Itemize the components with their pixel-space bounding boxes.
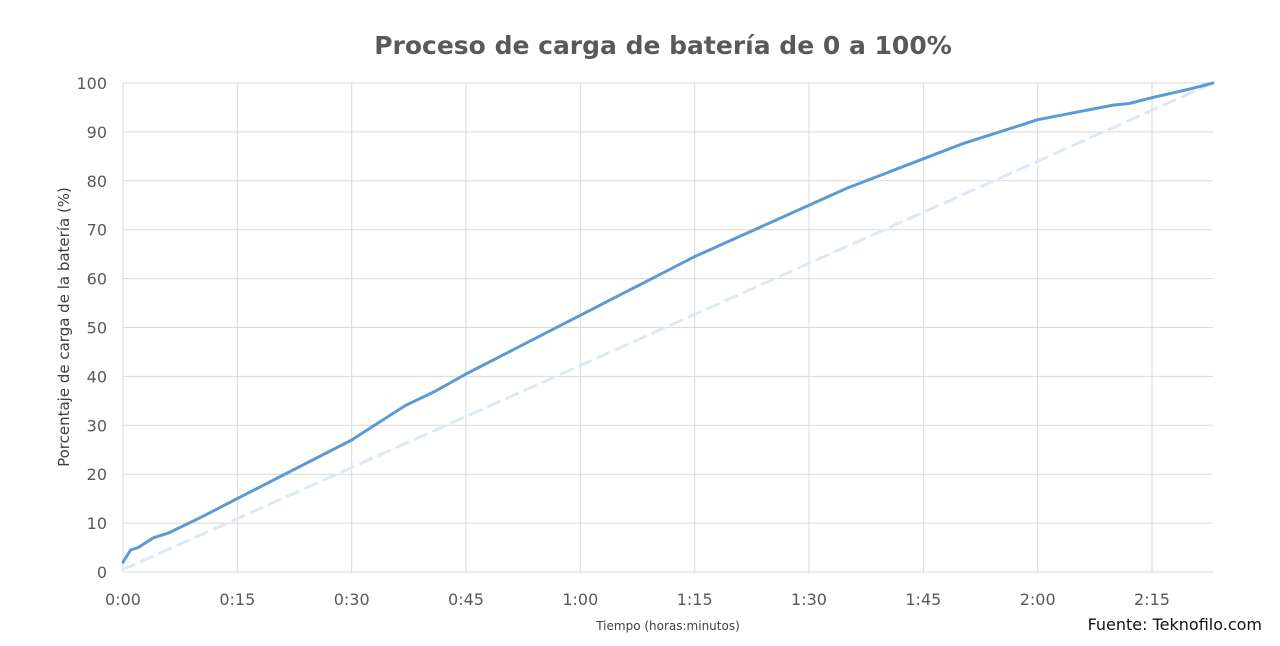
y-tick-label: 10 — [87, 514, 107, 533]
y-tick-label: 30 — [87, 416, 107, 435]
y-tick-label: 0 — [97, 563, 107, 582]
x-tick-label: 1:15 — [677, 590, 713, 609]
y-tick-label: 60 — [87, 270, 107, 289]
y-tick-label: 100 — [76, 74, 107, 93]
y-tick-label: 50 — [87, 319, 107, 338]
x-axis-title: Tiempo (horas:minutos) — [595, 619, 740, 633]
chart-title: Proceso de carga de batería de 0 a 100% — [374, 31, 952, 60]
reference-line — [121, 81, 1215, 572]
x-tick-label: 2:15 — [1134, 590, 1170, 609]
x-tick-label: 1:30 — [791, 590, 827, 609]
y-tick-label: 20 — [87, 465, 107, 484]
x-tick-label: 1:45 — [905, 590, 941, 609]
y-axis-title: Porcentaje de carga de la batería (%) — [55, 187, 73, 467]
y-tick-label: 80 — [87, 172, 107, 191]
x-tick-label: 0:45 — [448, 590, 484, 609]
y-tick-label: 90 — [87, 123, 107, 142]
source-note: Fuente: Teknofilo.com — [1087, 615, 1262, 634]
series-layer — [121, 81, 1215, 572]
x-tick-label: 1:00 — [562, 590, 598, 609]
x-tick-label: 0:00 — [105, 590, 141, 609]
gridlines — [122, 82, 1213, 573]
charge-curve-line — [121, 81, 1215, 564]
y-tick-label: 70 — [87, 221, 107, 240]
x-tick-label: 0:15 — [219, 590, 255, 609]
x-tick-label: 0:30 — [334, 590, 370, 609]
x-tick-label: 2:00 — [1020, 590, 1056, 609]
x-axis-ticks: 0:00 0:15 0:30 0:45 1:00 1:15 1:30 1:45 2:00 2:15 — [105, 590, 1170, 609]
y-tick-label: 40 — [87, 367, 107, 386]
y-axis-ticks: 0 10 20 30 40 50 60 70 80 90 100 — [76, 74, 107, 582]
